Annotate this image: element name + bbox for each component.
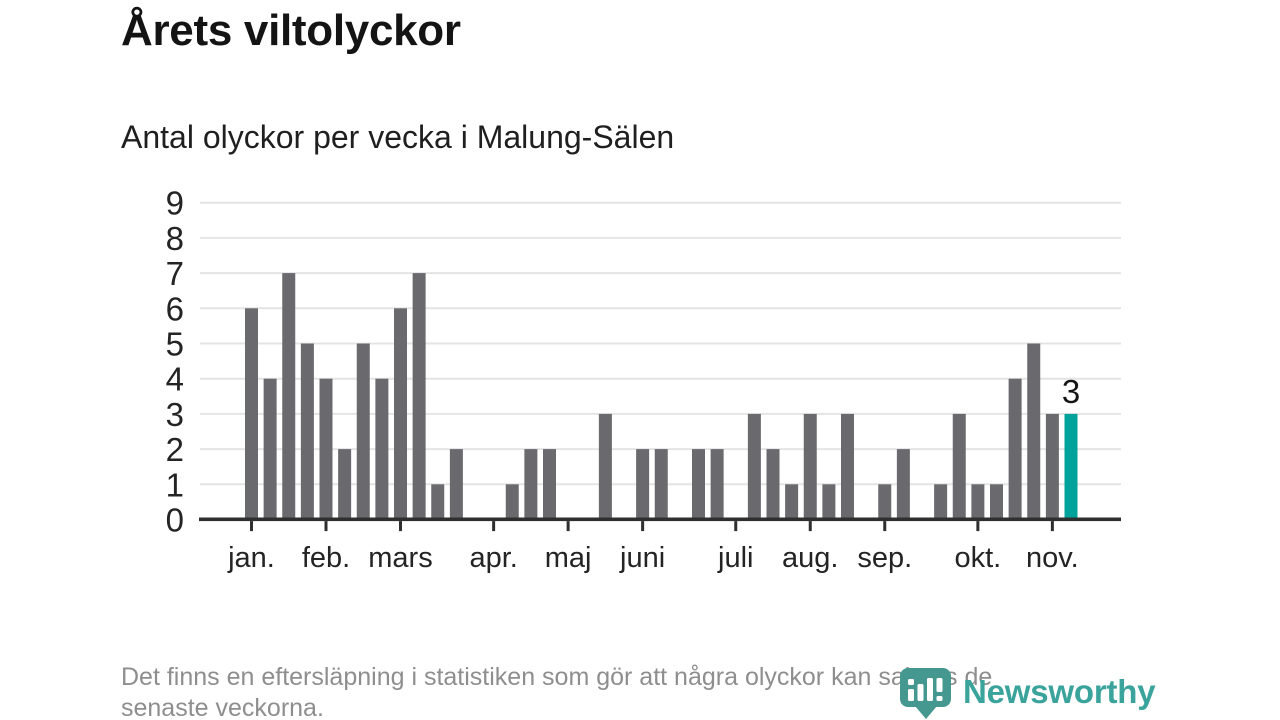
x-label-mars: mars xyxy=(368,542,432,574)
x-label-jan: jan. xyxy=(227,542,275,574)
x-tick-juli xyxy=(734,521,738,532)
chart-subtitle: Antal olyckor per vecka i Malung-Sälen xyxy=(121,119,675,155)
y-label-8: 8 xyxy=(166,220,184,257)
x-label-sep: sep. xyxy=(857,542,912,574)
y-label-2: 2 xyxy=(166,431,184,468)
bar-week-10 xyxy=(412,273,426,520)
newsworthy-wordmark: Newsworthy xyxy=(963,673,1156,710)
bar-week-33 xyxy=(841,413,854,520)
x-label-aug: aug. xyxy=(782,542,838,574)
x-label-nov: nov. xyxy=(1026,542,1079,574)
bar-week-2 xyxy=(263,378,277,520)
bar-week-17 xyxy=(543,449,556,520)
bar-week-8 xyxy=(375,378,389,520)
bar-week-15 xyxy=(505,484,519,520)
footnote-line-1: Det finns en eftersläpning i statistiken… xyxy=(121,663,993,691)
bar-week-4 xyxy=(300,343,314,520)
x-tick-aug xyxy=(808,521,812,532)
y-label-3: 3 xyxy=(166,396,184,433)
bar-week-43 xyxy=(1027,343,1041,520)
bar-week-9 xyxy=(394,308,407,520)
x-label-maj: maj xyxy=(545,542,592,574)
bar-week-39 xyxy=(952,413,966,520)
x-axis-line xyxy=(199,517,1121,522)
bar-week-36 xyxy=(896,449,910,520)
bar-week-38 xyxy=(934,484,948,520)
y-label-1: 1 xyxy=(166,466,184,503)
x-label-okt: okt. xyxy=(955,542,1002,574)
newsworthy-badge-icon xyxy=(900,668,951,719)
weekly-accidents-bar-chart: jan. feb. mars apr. maj juni juli aug. sep. okt. n… xyxy=(166,185,1121,574)
y-label-0: 0 xyxy=(166,502,184,539)
bar-week-42 xyxy=(1008,378,1022,520)
page-title: Årets viltolyckor xyxy=(121,6,461,55)
x-tick-maj xyxy=(566,521,570,532)
footnote: Det finns en eftersläpning i statistiken… xyxy=(121,662,992,720)
x-tick-jan xyxy=(250,521,253,532)
x-tick-apr xyxy=(492,521,496,532)
bar-week-12 xyxy=(449,449,463,520)
bar-week-44 xyxy=(1045,413,1059,520)
y-label-6: 6 xyxy=(166,290,184,327)
x-label-juni: juni xyxy=(619,542,665,574)
x-tick-mars xyxy=(399,521,402,532)
x-tick-nov xyxy=(1050,521,1054,532)
bar-week-20 xyxy=(598,413,612,520)
bar-week-31 xyxy=(803,413,817,520)
y-label-4: 4 xyxy=(166,361,184,398)
x-label-juli: juli xyxy=(717,542,753,574)
bar-week-11 xyxy=(431,484,445,520)
bar-week-25 xyxy=(692,449,705,520)
bar-week-22 xyxy=(636,449,650,520)
bar-week-41 xyxy=(990,484,1003,520)
y-label-7: 7 xyxy=(166,255,184,292)
bar-week-32 xyxy=(822,484,836,520)
x-tick-sep xyxy=(883,521,887,532)
bar-week-6 xyxy=(338,449,352,520)
x-tick-okt xyxy=(976,521,980,532)
bar-week-45-current xyxy=(1064,413,1078,520)
x-label-apr: apr. xyxy=(469,542,517,574)
bar-week-35 xyxy=(878,484,892,520)
x-tick-juni xyxy=(641,521,645,532)
bar-week-16 xyxy=(524,449,538,520)
bar-week-3 xyxy=(282,273,296,520)
bar-week-30 xyxy=(785,484,799,520)
y-label-9: 9 xyxy=(166,185,184,222)
bar-week-29 xyxy=(766,449,780,520)
bar-week-26 xyxy=(710,449,724,520)
newsworthy-logo: Newsworthy xyxy=(899,667,1156,720)
x-label-feb: feb. xyxy=(302,542,350,574)
bar-week-40 xyxy=(971,484,985,520)
bar-week-28 xyxy=(747,413,761,520)
x-tick-feb xyxy=(324,521,328,532)
bar-week-1 xyxy=(245,308,258,520)
footnote-line-2: senaste veckorna. xyxy=(121,694,324,720)
bar-week-23 xyxy=(654,449,668,520)
current-week-value-label: 3 xyxy=(1062,373,1080,410)
bar-week-7 xyxy=(356,343,370,520)
y-label-5: 5 xyxy=(166,326,184,363)
bar-week-5 xyxy=(319,378,333,520)
